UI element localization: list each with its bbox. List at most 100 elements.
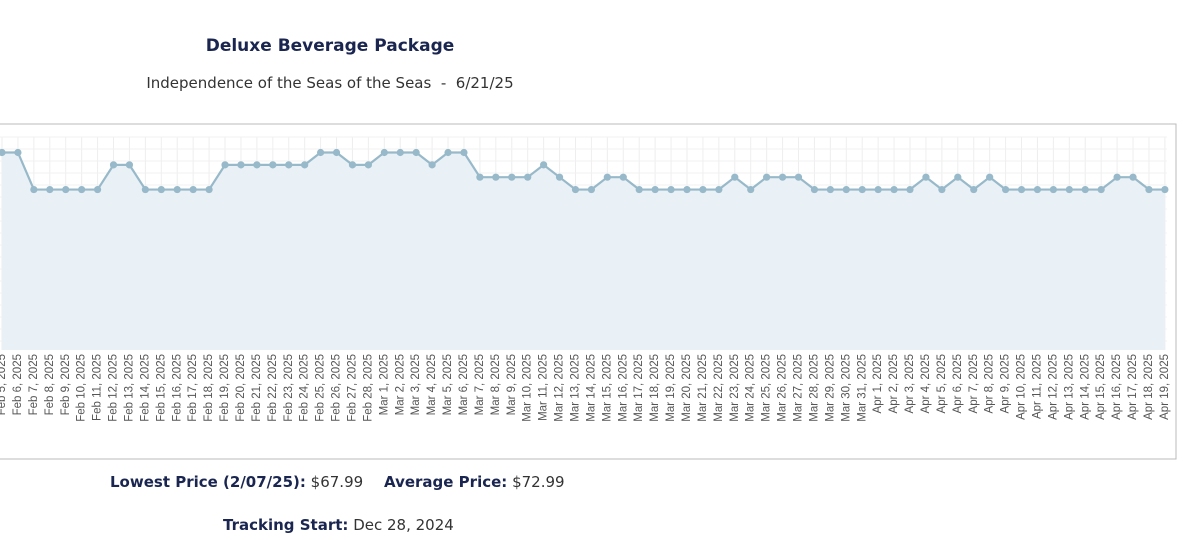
point (301, 161, 309, 169)
point (1017, 185, 1026, 194)
chart-subtitle: Independence of the Seas of the Seas - 6… (146, 74, 514, 92)
x-tick-label: Mar 14, 2025 (585, 354, 597, 422)
point (731, 173, 739, 181)
point (380, 148, 388, 157)
x-tick-label: Mar 23, 2025 (729, 354, 741, 422)
point (715, 185, 723, 194)
point (332, 148, 341, 157)
x-tick-label: Apr 10, 2025 (1016, 354, 1028, 420)
x-tick-label: Apr 9, 2025 (1000, 354, 1012, 413)
point (524, 173, 532, 181)
point (0, 148, 6, 157)
point (747, 185, 755, 194)
point (237, 161, 245, 169)
point (938, 185, 946, 194)
point (1033, 185, 1042, 194)
point (205, 185, 213, 194)
x-tick-label: Feb 9, 2025 (60, 354, 72, 415)
point (1145, 185, 1153, 194)
point (348, 161, 357, 169)
point (810, 185, 819, 194)
x-tick-label: Apr 18, 2025 (1143, 354, 1155, 420)
point (986, 173, 994, 181)
point (778, 173, 787, 181)
point (62, 185, 70, 194)
point (954, 173, 962, 181)
point (763, 173, 771, 181)
point (221, 161, 229, 169)
point (540, 161, 548, 169)
point (826, 185, 834, 194)
point (285, 161, 293, 169)
x-tick-label: Feb 12, 2025 (108, 354, 120, 422)
x-tick-label: Mar 19, 2025 (665, 354, 677, 422)
point (46, 185, 54, 194)
x-tick-label: Feb 24, 2025 (299, 354, 311, 422)
x-tick-label: Feb 8, 2025 (44, 354, 56, 415)
point (890, 185, 898, 194)
x-tick-label: Mar 8, 2025 (490, 354, 502, 415)
x-tick-label: Apr 3, 2025 (904, 354, 916, 413)
x-tick-label: Feb 16, 2025 (171, 354, 183, 422)
average-price: Average Price: $72.99 (384, 473, 565, 491)
point (1049, 185, 1057, 194)
point (109, 161, 118, 169)
x-tick-label: Feb 15, 2025 (155, 354, 167, 422)
x-tick-label: Apr 7, 2025 (968, 354, 980, 413)
x-tick-label: Mar 15, 2025 (601, 354, 613, 422)
x-tick-label: Mar 21, 2025 (697, 354, 709, 422)
x-tick-label: Apr 11, 2025 (1031, 354, 1043, 419)
x-tick-label: Feb 23, 2025 (283, 354, 295, 422)
x-tick-label: Mar 22, 2025 (713, 354, 725, 422)
point (1001, 185, 1010, 194)
point (141, 185, 149, 194)
chart-title: Deluxe Beverage Package (205, 36, 455, 56)
point (555, 173, 564, 181)
x-tick-label: Mar 18, 2025 (649, 354, 661, 422)
x-tick-label: Apr 4, 2025 (920, 354, 932, 413)
point (587, 185, 596, 194)
point (364, 161, 372, 169)
x-tick-label: Mar 5, 2025 (442, 354, 454, 415)
lowest-price: Lowest Price (2/07/25): $67.99 (110, 473, 363, 491)
point (125, 161, 134, 169)
point (842, 185, 850, 194)
point (1065, 185, 1073, 194)
x-tick-label: Feb 22, 2025 (267, 354, 279, 422)
value: Dec 28, 2024 (353, 516, 454, 534)
value: $67.99 (310, 473, 364, 491)
x-tick-label: Feb 6, 2025 (12, 354, 24, 415)
x-tick-label: Apr 13, 2025 (1063, 354, 1075, 420)
x-tick-label: Feb 18, 2025 (203, 354, 215, 422)
x-tick-label: Apr 19, 2025 (1159, 354, 1171, 420)
point (858, 185, 866, 194)
tracking-start: Tracking Start: Dec 28, 2024 (223, 516, 454, 534)
x-tick-label: Feb 14, 2025 (139, 354, 151, 422)
point (906, 185, 914, 194)
x-tick-label: Mar 29, 2025 (824, 354, 836, 422)
point (508, 173, 516, 181)
x-tick-label: Feb 11, 2025 (92, 354, 104, 421)
x-tick-label: Apr 12, 2025 (1047, 354, 1059, 420)
label: Lowest Price (2/07/25): (110, 473, 306, 491)
x-tick-label: Feb 13, 2025 (123, 354, 135, 422)
point (1097, 185, 1105, 194)
point (1161, 185, 1169, 194)
point (428, 161, 436, 169)
point (619, 173, 627, 181)
x-tick-label: Mar 17, 2025 (633, 354, 645, 422)
x-tick-label: Mar 24, 2025 (745, 354, 757, 422)
point (14, 148, 22, 157)
point (173, 185, 181, 194)
point (492, 173, 500, 181)
x-tick-label: Feb 19, 2025 (219, 354, 231, 422)
x-tick-label: Apr 17, 2025 (1127, 354, 1139, 420)
x-tick-label: Feb 21, 2025 (251, 354, 263, 422)
x-tick-label: Feb 20, 2025 (235, 354, 247, 422)
x-tick-label: Apr 5, 2025 (936, 354, 948, 413)
x-tick-label: Feb 17, 2025 (187, 354, 199, 422)
point (460, 148, 468, 157)
x-tick-label: Apr 1, 2025 (872, 354, 884, 413)
